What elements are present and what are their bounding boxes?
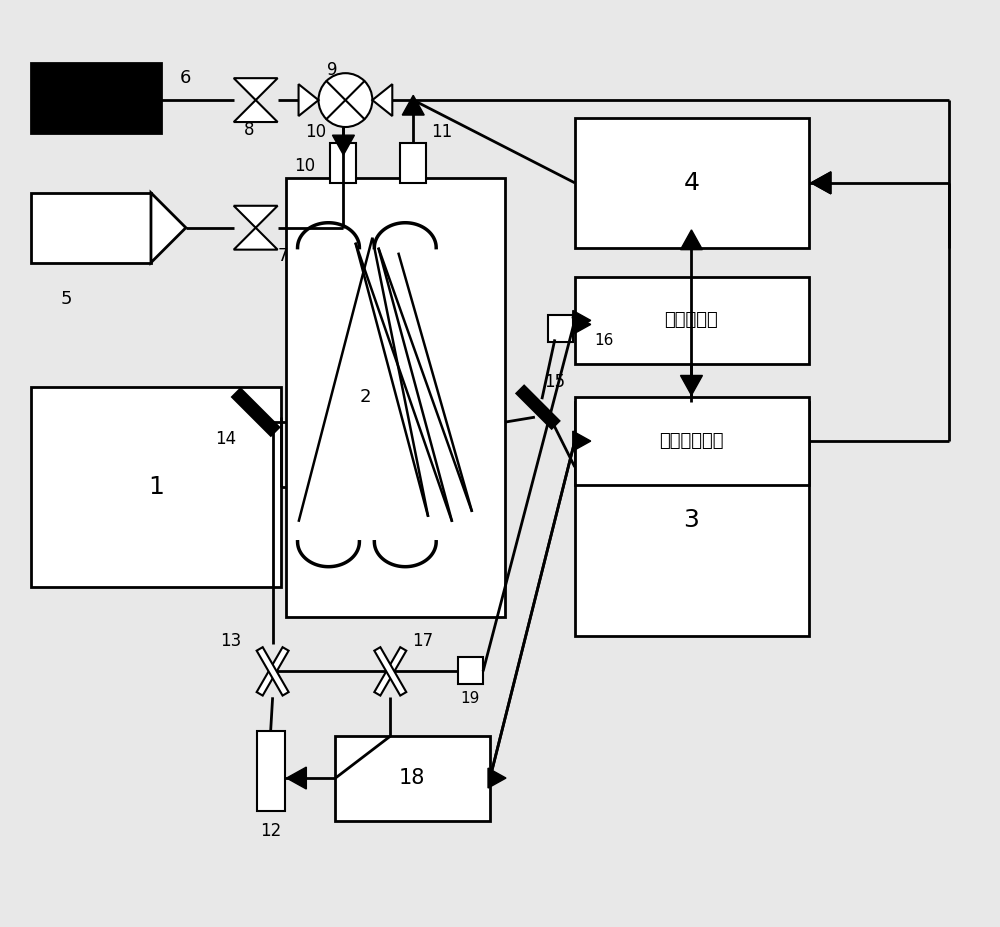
Text: 2: 2 (360, 388, 371, 406)
Bar (31, 387, 281, 587)
Polygon shape (257, 647, 289, 695)
Bar (575, 397, 809, 485)
Text: 13: 13 (220, 632, 241, 651)
Text: 4: 4 (683, 171, 699, 195)
Bar (330, 143, 356, 183)
Text: 14: 14 (215, 430, 236, 448)
Bar (458, 657, 483, 684)
Polygon shape (680, 375, 702, 395)
Polygon shape (299, 84, 319, 116)
Polygon shape (287, 767, 306, 789)
Text: 19: 19 (460, 691, 480, 705)
Text: 10: 10 (305, 123, 326, 141)
Bar (575, 402, 809, 637)
Bar (400, 143, 426, 183)
Polygon shape (374, 647, 406, 695)
Bar (31, 63, 161, 133)
Bar (575, 276, 809, 364)
Text: 1: 1 (148, 475, 164, 499)
Polygon shape (573, 311, 591, 330)
Polygon shape (402, 95, 424, 115)
Bar (335, 736, 490, 821)
Polygon shape (811, 171, 831, 194)
Text: 9: 9 (327, 61, 338, 79)
Text: 7: 7 (277, 247, 288, 264)
Polygon shape (573, 431, 591, 451)
Text: 6: 6 (180, 70, 192, 87)
Polygon shape (374, 647, 406, 695)
Text: 10: 10 (294, 157, 316, 175)
Bar (575, 118, 809, 248)
Polygon shape (573, 314, 591, 335)
Text: 16: 16 (595, 333, 614, 348)
Circle shape (319, 73, 372, 127)
Polygon shape (151, 193, 186, 262)
Text: 激光光谱信号: 激光光谱信号 (659, 432, 724, 451)
Polygon shape (332, 135, 354, 155)
Polygon shape (680, 230, 702, 249)
Polygon shape (516, 386, 559, 428)
Text: 3: 3 (684, 508, 699, 532)
Bar (31, 193, 151, 262)
Polygon shape (234, 206, 278, 228)
Text: 18: 18 (399, 768, 425, 788)
Text: 12: 12 (260, 822, 281, 840)
Text: 5: 5 (60, 290, 72, 309)
Polygon shape (234, 228, 278, 249)
Text: 11: 11 (432, 123, 453, 141)
Bar (257, 731, 285, 811)
Bar (548, 315, 573, 342)
Text: 激光吸收率: 激光吸收率 (665, 311, 718, 329)
Polygon shape (234, 100, 278, 122)
Polygon shape (232, 388, 279, 436)
Text: 17: 17 (412, 632, 433, 651)
Text: 15: 15 (544, 374, 565, 391)
Polygon shape (234, 78, 278, 100)
Polygon shape (488, 768, 506, 788)
Polygon shape (372, 84, 392, 116)
Polygon shape (257, 647, 289, 695)
Polygon shape (811, 171, 831, 194)
Bar (286, 178, 505, 616)
Text: 8: 8 (243, 121, 254, 139)
